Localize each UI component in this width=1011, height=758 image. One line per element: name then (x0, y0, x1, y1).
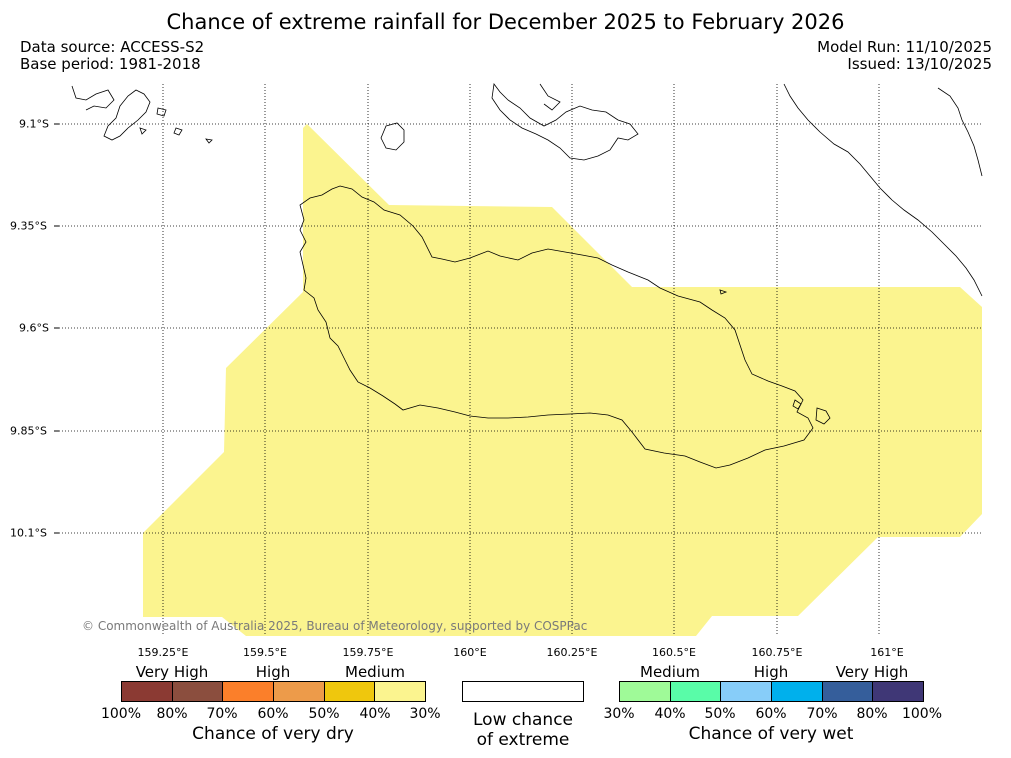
base-period-text: Base period: 1981-2018 (20, 55, 201, 73)
lon-label-160-5: 160.5°E (652, 646, 696, 659)
florida-islands-coast-2 (539, 83, 561, 111)
lat-label-9-1: 9.1°S (19, 117, 49, 131)
wet-swatch-70-80 (822, 682, 874, 701)
dry-swatch-70-60 (223, 682, 275, 701)
wet-legend-title: Chance of very wet (688, 724, 854, 744)
wet-color-bar (619, 681, 924, 702)
lat-label-9-6: 9.6°S (19, 321, 49, 335)
lon-label-161: 161°E (870, 646, 904, 659)
axis-ticks (54, 123, 59, 534)
dry-tick-50: 50% (308, 706, 340, 722)
islet-north-coast (719, 289, 728, 295)
wet-swatch-30-40 (620, 682, 671, 701)
russell-islands-coast (71, 85, 151, 141)
dry-swatch-40-30 (375, 682, 426, 701)
russell-islet-4 (139, 127, 147, 135)
lon-label-160-25: 160.25°E (546, 646, 598, 659)
dry-tick-40: 40% (359, 706, 391, 722)
source-info: Data source: ACCESS-S2 Base period: 1981… (20, 39, 204, 73)
wet-swatch-80-100 (873, 682, 924, 701)
wet-swatch-50-60 (721, 682, 773, 701)
lon-label-160-75: 160.75°E (751, 646, 803, 659)
florida-islands-coast (491, 82, 639, 161)
model-run-text: Model Run: 11/10/2025 (817, 38, 992, 56)
data-source-text: Data source: ACCESS-S2 (20, 38, 205, 56)
low-chance-line-2: of extreme (476, 730, 570, 750)
issued-text: Issued: 13/10/2025 (847, 55, 992, 73)
dry-tick-60: 60% (257, 706, 289, 722)
dry-legend-title: Chance of very dry (192, 724, 354, 744)
lon-label-159-5: 159.5°E (243, 646, 287, 659)
copyright-notice: © Commonwealth of Australia 2025, Bureau… (82, 619, 588, 633)
low-chance-label: Low chance of extreme (473, 710, 573, 750)
lat-label-9-85: 9.85°S (10, 424, 47, 438)
map-title: Chance of extreme rainfall for December … (166, 10, 845, 34)
savo-island-coast (380, 122, 405, 151)
dry-swatch-50-40 (324, 682, 376, 701)
wet-category-very-high: Very High (835, 663, 909, 681)
coastlines (71, 82, 983, 469)
wet-swatch-60-70 (772, 682, 823, 701)
dry-tick-70: 70% (206, 706, 238, 722)
wet-category-high: High (753, 663, 789, 681)
wet-category-medium: Medium (640, 663, 700, 681)
malaita-coast-2 (937, 87, 983, 177)
russell-islet-1 (156, 107, 167, 117)
wet-tick-60: 60% (755, 706, 787, 722)
gridlines (59, 84, 982, 636)
medium-dry-region (143, 124, 982, 636)
islet-east-coast (815, 407, 831, 425)
dry-swatch-60-50 (274, 682, 325, 701)
wet-tick-40: 40% (654, 706, 686, 722)
low-chance-line-1: Low chance (473, 710, 573, 730)
islet-east-coast-2 (792, 399, 802, 410)
russell-islet-3 (205, 138, 213, 144)
wet-tick-50: 50% (704, 706, 736, 722)
lon-label-159-75: 159.75°E (342, 646, 394, 659)
lat-label-9-35: 9.35°S (10, 219, 47, 233)
dry-category-very-high: Very High (135, 663, 209, 681)
guadalcanal-coast (299, 185, 814, 469)
lon-label-159-25: 159.25°E (137, 646, 189, 659)
low-chance-swatch (462, 681, 584, 702)
wet-tick-100: 100% (901, 706, 943, 722)
russell-islet-2 (173, 127, 183, 136)
dry-swatch-80-70 (172, 682, 224, 701)
dry-tick-30: 30% (409, 706, 441, 722)
wet-swatch-40-50 (670, 682, 722, 701)
wet-tick-70: 70% (806, 706, 838, 722)
dry-tick-80: 80% (156, 706, 188, 722)
wet-tick-30: 30% (603, 706, 635, 722)
malaita-coast (783, 83, 983, 297)
lon-label-160: 160°E (453, 646, 487, 659)
dry-tick-100: 100% (100, 706, 142, 722)
run-info: Model Run: 11/10/2025 Issued: 13/10/2025 (817, 39, 992, 73)
dry-color-bar (121, 681, 426, 702)
lat-label-10-1: 10.1°S (10, 526, 47, 540)
wet-tick-80: 80% (856, 706, 888, 722)
dry-category-high: High (255, 663, 291, 681)
dry-swatch-100-80 (122, 682, 173, 701)
dry-category-medium: Medium (345, 663, 405, 681)
